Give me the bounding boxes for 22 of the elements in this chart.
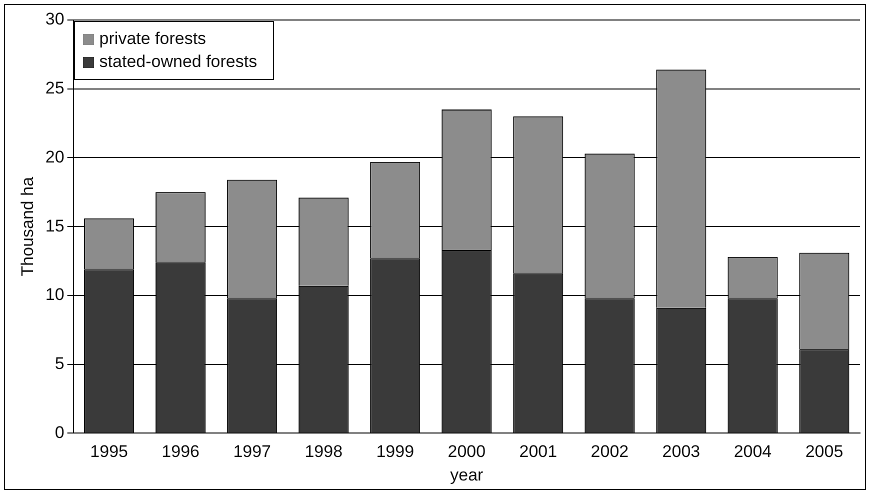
x-tick-label: 2000 bbox=[448, 442, 486, 462]
x-tick-label: 2003 bbox=[662, 442, 700, 462]
x-tick-label: 1997 bbox=[233, 442, 272, 462]
x-tick-label: 1996 bbox=[162, 442, 200, 462]
x-tick-label: 2004 bbox=[734, 442, 772, 462]
y-tick-label: 30 bbox=[45, 10, 64, 29]
x-tick-label: 1998 bbox=[304, 442, 343, 462]
x-tick-label: 2005 bbox=[805, 442, 844, 462]
legend-label: private forests bbox=[99, 29, 206, 49]
y-tick-label: 25 bbox=[45, 78, 64, 98]
y-tick-label: 5 bbox=[54, 354, 64, 374]
y-axis-title: Thousand ha bbox=[18, 176, 37, 276]
x-tick-label: 1995 bbox=[90, 442, 128, 462]
y-tick-label: 0 bbox=[54, 422, 64, 442]
y-tick-label: 20 bbox=[45, 147, 64, 166]
x-tick-label: 2002 bbox=[590, 442, 629, 462]
legend-label: stated-owned forests bbox=[99, 52, 258, 72]
y-tick-label: 15 bbox=[45, 216, 64, 236]
x-axis-title: year bbox=[450, 465, 484, 484]
x-tick-label: 1999 bbox=[376, 442, 414, 462]
y-tick-label: 10 bbox=[45, 285, 64, 304]
x-tick-label: 2001 bbox=[519, 442, 558, 462]
